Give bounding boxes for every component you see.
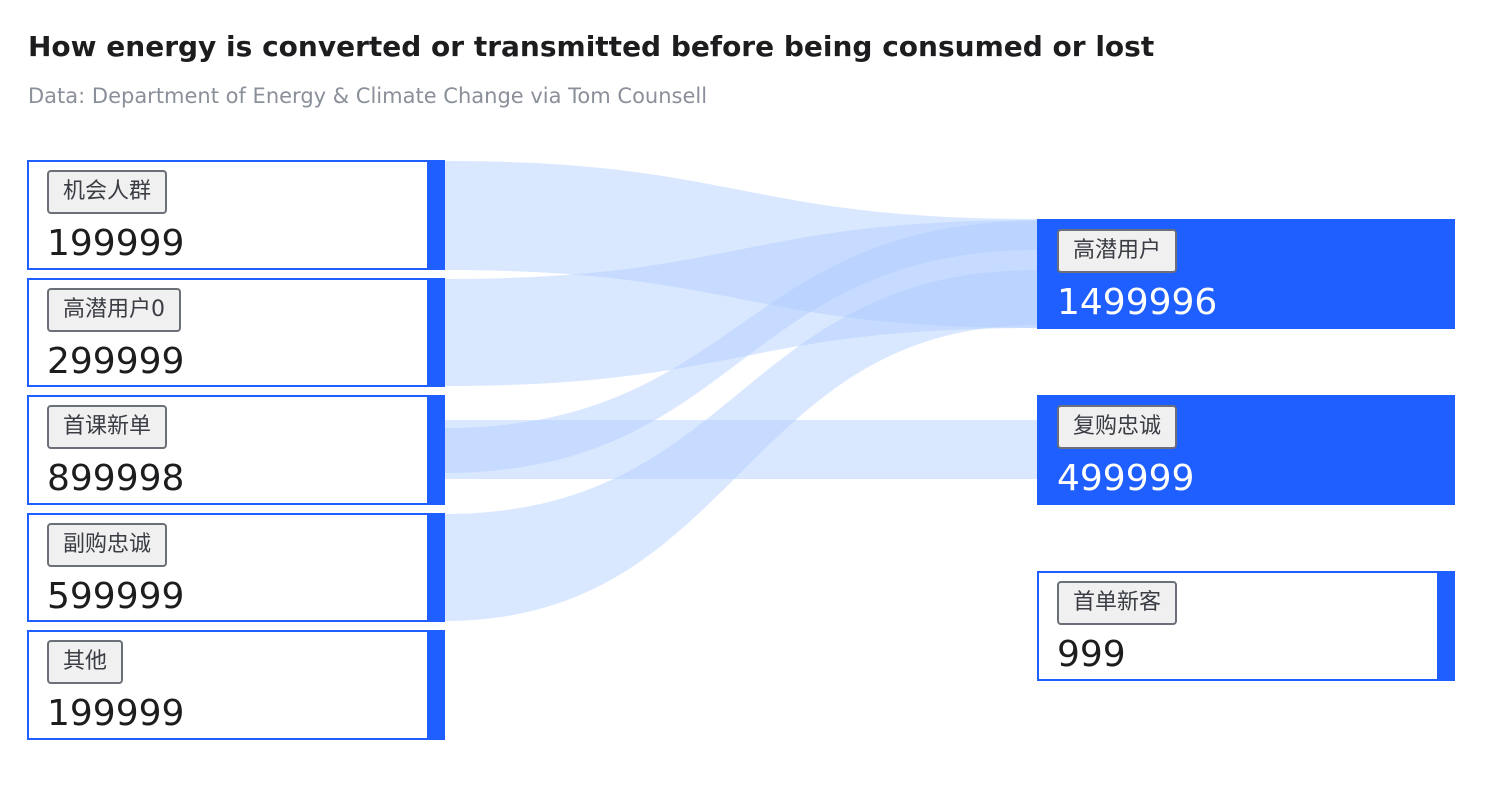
flow-high-potential0-to-high-potential[interactable] <box>444 220 1038 386</box>
node-value: 1499996 <box>1057 282 1218 323</box>
node-bar <box>427 632 443 738</box>
source-node-secondary-purchase[interactable]: 副购忠诚 599999 <box>27 513 445 622</box>
node-value: 299999 <box>47 341 185 382</box>
flow-first-course-to-high-potential[interactable] <box>444 221 1038 473</box>
flow-secondary-purchase-to-high-potential[interactable] <box>444 270 1038 621</box>
node-value: 199999 <box>47 223 185 264</box>
node-value: 899998 <box>47 458 185 499</box>
source-node-opportunity[interactable]: 机会人群 199999 <box>27 160 445 270</box>
node-tag[interactable]: 首课新单 <box>47 405 168 449</box>
node-tag[interactable]: 复购忠诚 <box>1057 405 1178 449</box>
target-node-repurchase-loyal[interactable]: 复购忠诚 499999 <box>1037 395 1455 505</box>
node-value: 499999 <box>1057 458 1195 499</box>
node-value: 599999 <box>47 576 185 617</box>
flow-opportunity-to-high-potential[interactable] <box>444 161 1038 328</box>
source-node-other[interactable]: 其他 199999 <box>27 630 445 740</box>
target-node-first-order-new[interactable]: 首单新客 999 <box>1037 571 1455 681</box>
node-value: 999 <box>1057 634 1126 675</box>
node-bar <box>427 515 443 620</box>
node-bar <box>427 397 443 503</box>
node-value: 199999 <box>47 693 185 734</box>
node-tag[interactable]: 其他 <box>47 640 124 684</box>
source-node-high-potential0[interactable]: 高潜用户0 299999 <box>27 278 445 387</box>
node-bar <box>1437 573 1453 679</box>
chart-subtitle: Data: Department of Energy & Climate Cha… <box>28 84 708 108</box>
source-node-first-course[interactable]: 首课新单 899998 <box>27 395 445 505</box>
chart-title: How energy is converted or transmitted b… <box>28 30 1155 63</box>
node-bar <box>427 280 443 385</box>
target-node-high-potential[interactable]: 高潜用户 1499996 <box>1037 219 1455 329</box>
node-tag[interactable]: 高潜用户 <box>1057 229 1178 273</box>
flow-first-course-to-repurchase[interactable] <box>444 420 1038 479</box>
node-tag[interactable]: 高潜用户0 <box>47 288 181 332</box>
node-bar <box>427 162 443 268</box>
node-tag[interactable]: 副购忠诚 <box>47 523 168 567</box>
node-tag[interactable]: 机会人群 <box>47 170 168 214</box>
node-tag[interactable]: 首单新客 <box>1057 581 1178 625</box>
